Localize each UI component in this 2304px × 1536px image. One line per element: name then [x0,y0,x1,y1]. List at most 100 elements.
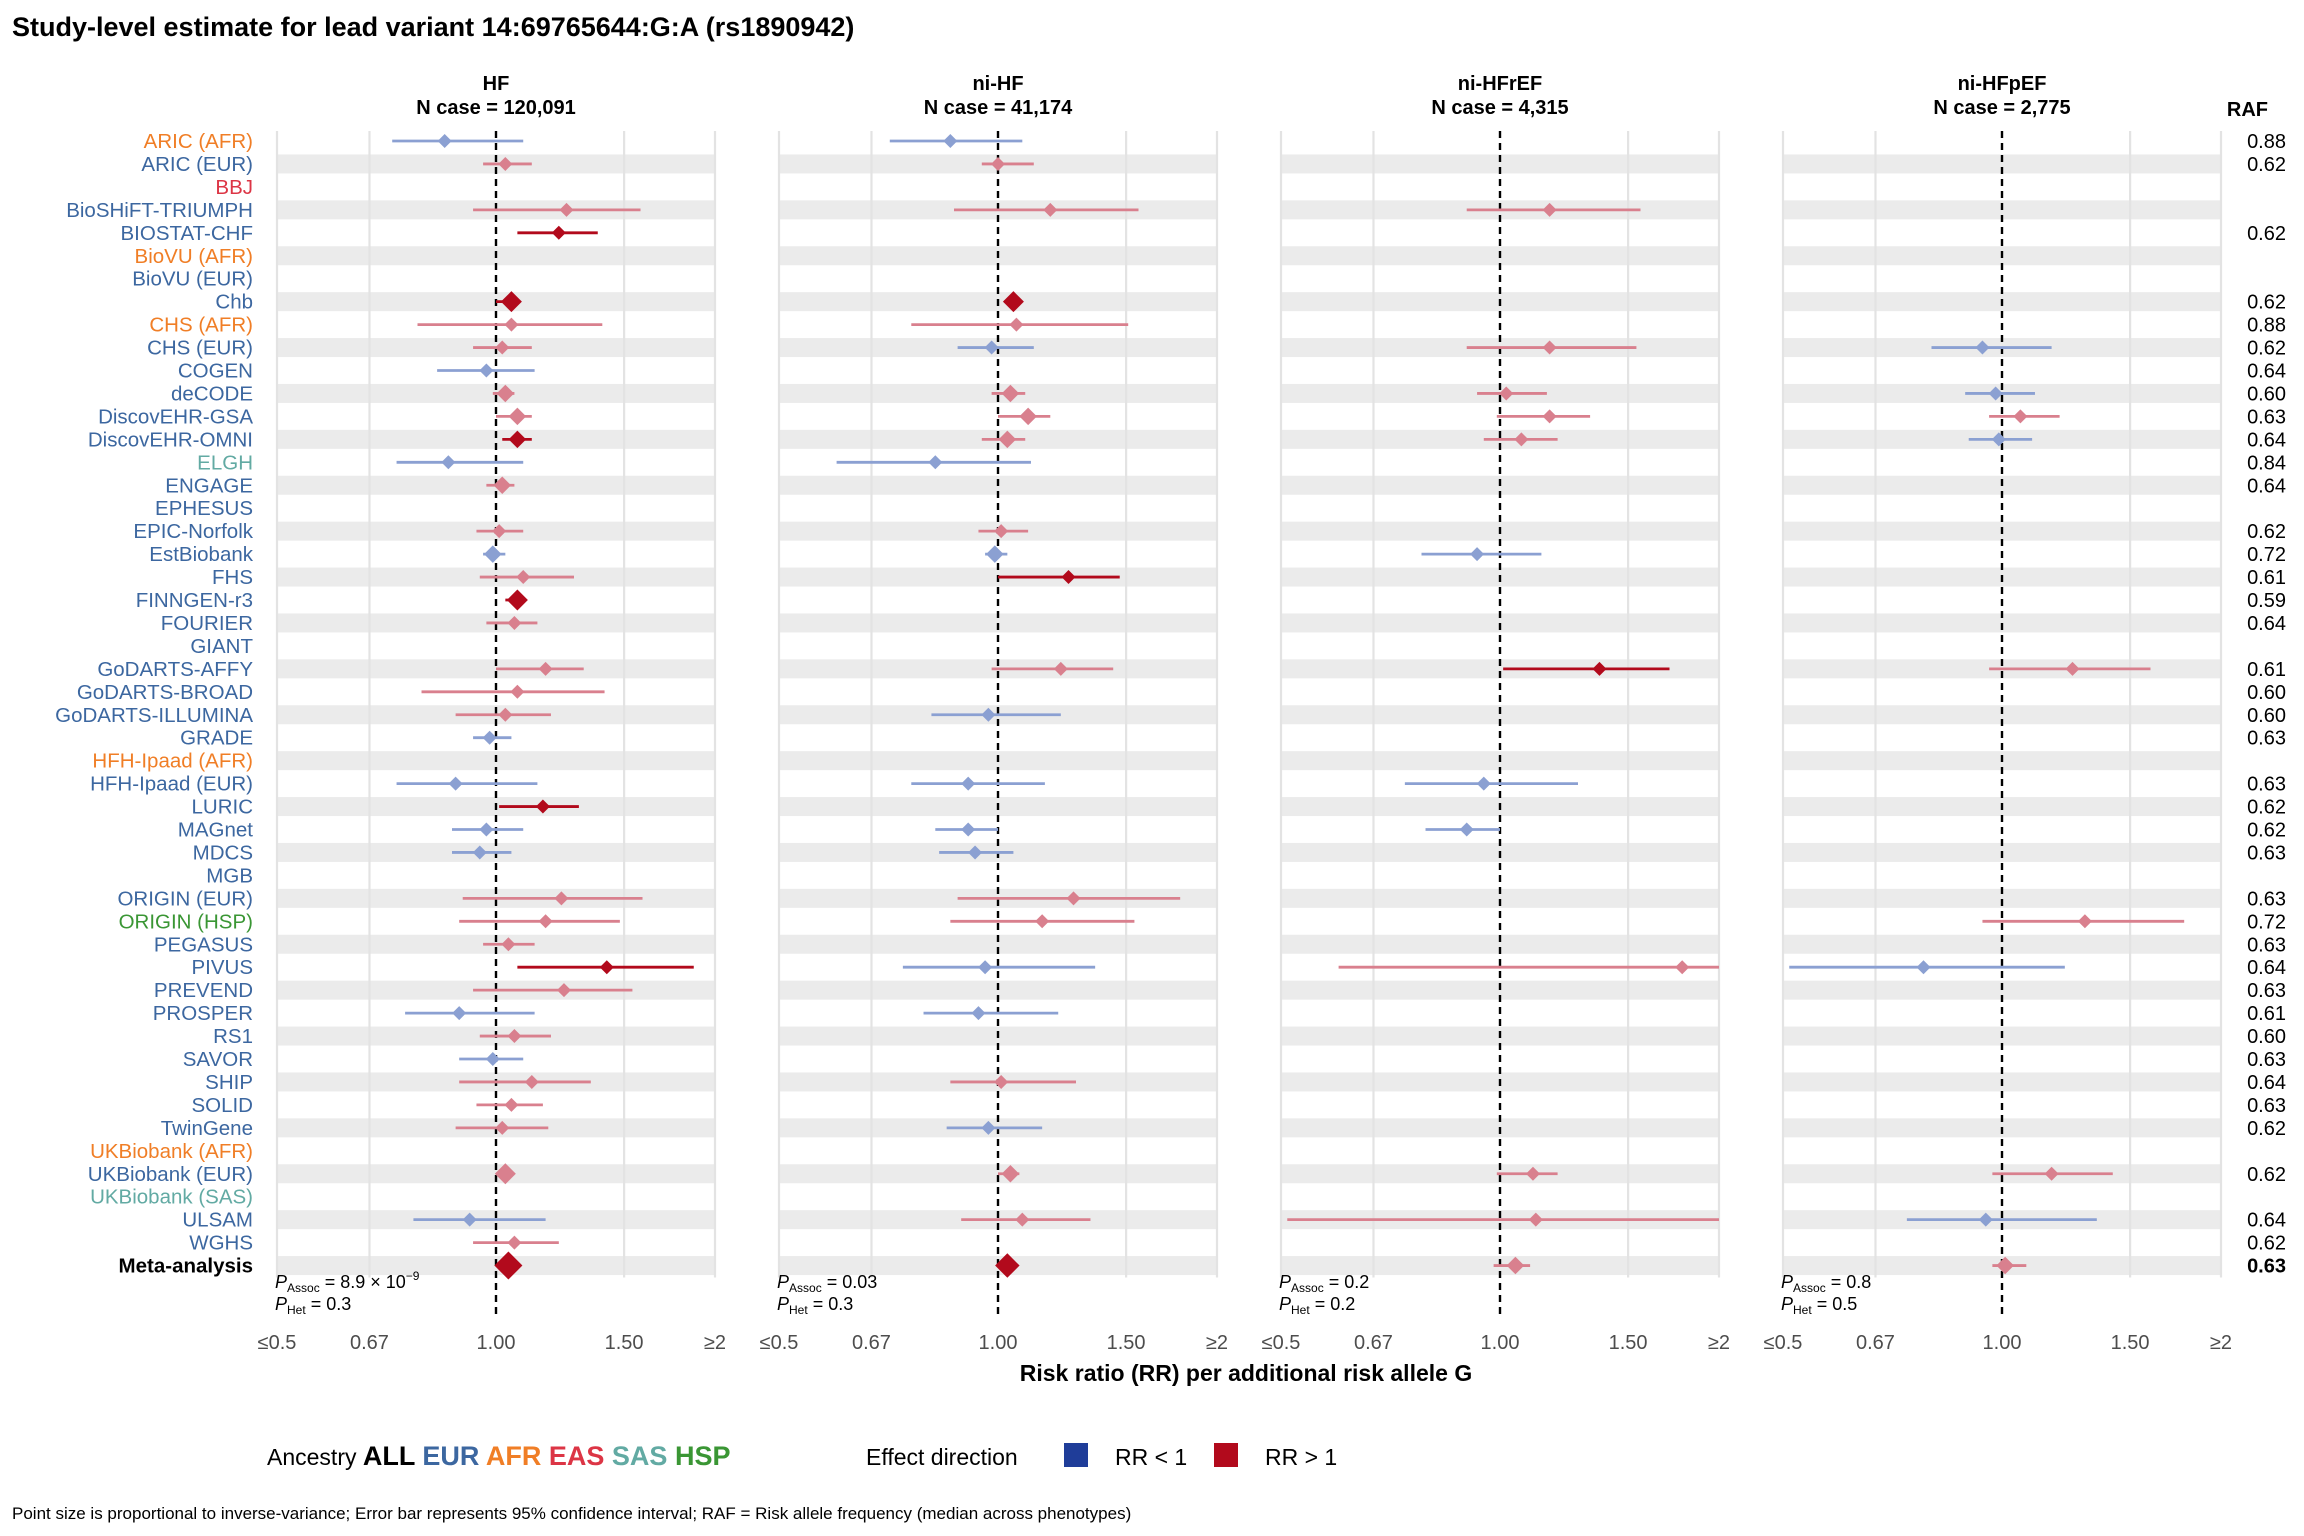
estimate-point [556,983,571,998]
row-band [1281,705,1719,725]
estimate-point [504,1097,519,1112]
estimate-point [2044,1166,2059,1181]
x-tick-label: ≤0.5 [1764,1332,1803,1354]
raf-value: 0.62 [2247,797,2286,819]
estimate-point [1066,891,1081,906]
raf-value: 0.60 [2247,383,2286,405]
legend-effect-label: RR > 1 [1265,1444,1337,1470]
raf-value: 0.62 [2247,820,2286,842]
row-band [1281,934,1719,954]
x-tick-label: 1.50 [605,1332,644,1354]
study-label: FINNGEN-r3 [136,589,253,612]
raf-value: 0.62 [2247,154,2286,176]
estimate-point [508,430,527,449]
estimate-point [1015,1212,1030,1227]
p-assoc: PAssoc = 0.8 [1781,1272,1871,1295]
row-band [1783,613,2221,633]
study-label: HFH-Ipaad (EUR) [90,773,253,796]
estimate-point [1019,407,1037,426]
estimate-point [2077,914,2092,929]
panel-n-case: N case = 2,775 [1933,97,2070,119]
legend-swatch [1214,1443,1238,1467]
study-label: COGEN [178,360,253,383]
study-label: GoDARTS-ILLUMINA [55,704,253,727]
estimate-point [496,384,515,403]
row-band [1281,980,1719,1000]
raf-value: 0.63 [2247,980,2286,1002]
estimate-point [1996,1256,2014,1275]
p-het: PHet = 0.5 [1781,1294,1857,1317]
row-band [1281,659,1719,679]
raf-value: 0.63 [2247,934,2286,956]
estimate-point [1001,1165,1020,1183]
row-band [1281,613,1719,633]
legend-ancestry-afr: AFR [486,1441,549,1471]
raf-value: 0.63 [2247,842,2286,864]
panel-n-case: N case = 120,091 [416,97,576,119]
estimate-point [524,1074,539,1089]
raf-value: 0.63 [2247,406,2286,428]
x-tick-label: 1.50 [2111,1332,2150,1354]
estimate-point [986,545,1004,563]
x-tick-label: 0.67 [350,1332,389,1354]
estimate-point [437,134,452,148]
estimate-point [495,340,510,355]
raf-value: 0.62 [2247,1164,2286,1186]
panel-n-case: N case = 4,315 [1431,97,1568,119]
estimate-point [1525,1166,1540,1181]
panel-title: ni-HFpEF [1958,73,2047,95]
estimate-point [538,661,553,676]
raf-value: 0.64 [2247,475,2286,497]
legend-effect-label: RR < 1 [1115,1444,1187,1470]
legend-ancestry-eas: EAS [549,1441,612,1471]
estimate-point [1476,776,1491,791]
panel-n-case: N case = 41,174 [924,97,1073,119]
estimate-point [1035,914,1050,929]
raf-value: 0.64 [2247,429,2286,451]
row-band [277,429,715,449]
estimate-point [507,1029,522,1044]
study-label: BioVU (EUR) [132,268,253,291]
x-tick-label: ≤0.5 [258,1332,297,1354]
estimate-point [1542,409,1557,424]
estimate-point [479,363,494,378]
estimate-point [978,960,993,975]
estimate-point [495,1120,510,1135]
estimate-point [535,799,550,814]
raf-value: 0.72 [2247,544,2286,566]
estimate-point [1542,340,1557,355]
x-tick-label: ≥2 [2210,1332,2232,1354]
raf-value: 0.60 [2247,705,2286,727]
study-label: LURIC [191,796,253,819]
p-het: PHet = 0.2 [1279,1294,1355,1317]
study-label: RS1 [213,1025,253,1048]
estimate-point [507,615,522,630]
estimate-point [492,524,507,539]
legend-ancestry-all: ALL [363,1441,423,1471]
estimate-point [1002,291,1024,313]
estimate-point [1528,1212,1543,1227]
estimate-point [498,707,513,722]
legend-ancestry-hsp: HSP [675,1441,731,1471]
estimate-point [1459,822,1474,837]
estimate-point [968,845,983,860]
estimate-point [1978,1212,1993,1227]
raf-value: 0.60 [2247,682,2286,704]
raf-value: 0.61 [2247,567,2286,589]
p-assoc: PAssoc = 0.2 [1279,1272,1369,1295]
study-label: BBJ [215,176,253,199]
study-label: CHS (AFR) [149,314,253,337]
estimate-point [485,1052,500,1066]
raf-value: 0.60 [2247,1026,2286,1048]
estimate-point [538,914,553,929]
p-assoc: PAssoc = 8.9 × 10−9 [275,1269,420,1295]
study-label: ELGH [197,451,253,474]
study-label: UKBiobank (EUR) [88,1163,253,1186]
raf-value: 0.88 [2247,131,2286,153]
estimate-point [928,455,943,470]
estimate-point [994,524,1009,539]
